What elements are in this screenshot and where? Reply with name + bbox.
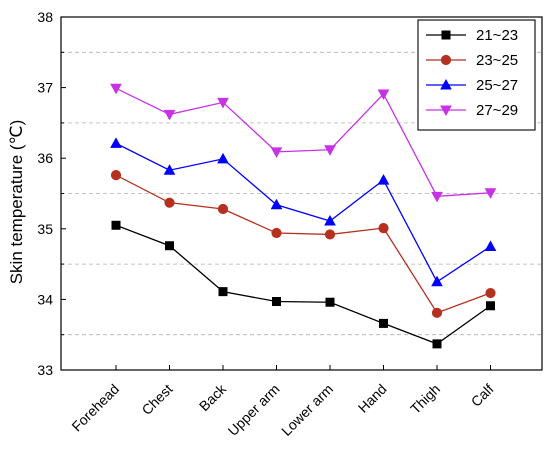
x-tick-label: Lower arm (278, 381, 336, 439)
data-point-circle (440, 54, 452, 66)
data-point-triangle-up (484, 240, 497, 251)
legend: 21~23 23~25 25~27 27~29 (417, 19, 536, 131)
legend-entry: 27~29 (426, 102, 518, 119)
data-point-triangle-down (163, 109, 176, 121)
series-line (115, 224, 491, 345)
data-point-square (272, 297, 281, 307)
legend-label: 27~29 (476, 102, 518, 119)
x-tick-label: Calf (468, 381, 497, 410)
data-point-circle (217, 203, 229, 215)
data-point-square (325, 297, 335, 307)
legend-entry: 25~27 (426, 77, 518, 94)
series-2 (110, 170, 496, 318)
y-tick-label: 34 (37, 291, 53, 307)
data-point-square (432, 339, 442, 349)
data-point-square (165, 241, 174, 251)
data-point-circle (378, 222, 389, 234)
data-point-square (218, 287, 228, 297)
data-point-square (486, 301, 495, 311)
legend-entry: 23~25 (426, 52, 518, 69)
series-line (115, 174, 491, 314)
y-tick-label: 38 (37, 9, 53, 25)
series-3 (110, 137, 497, 287)
data-point-triangle-up (440, 78, 452, 90)
x-tick-label: Hand (355, 381, 390, 416)
data-point-triangle-down (440, 105, 452, 117)
data-point-triangle-up (324, 215, 336, 226)
data-point-circle (485, 287, 496, 299)
y-axis-title: Skin temperature (℃) (7, 120, 26, 285)
series-layer (110, 83, 497, 349)
x-tick-label: Forehead (68, 381, 122, 435)
data-point-triangle-up (163, 164, 176, 175)
data-point-triangle-up (377, 174, 390, 185)
x-tick-label: Back (196, 380, 230, 414)
legend-box (417, 19, 536, 131)
data-point-triangle-up (270, 198, 283, 210)
data-point-triangle-down (110, 83, 122, 95)
data-point-square (111, 220, 121, 230)
data-point-triangle-up (431, 275, 443, 287)
data-point-triangle-down (484, 188, 497, 199)
data-point-circle (164, 197, 175, 208)
y-tick-label: 33 (37, 362, 53, 378)
series-line (115, 87, 491, 198)
legend-entry: 21~23 (426, 27, 518, 44)
series-4 (110, 83, 497, 203)
data-point-triangle-down (431, 191, 443, 203)
legend-label: 25~27 (476, 77, 518, 94)
series-line (115, 142, 491, 283)
data-point-square (379, 318, 388, 328)
data-point-triangle-down (377, 89, 390, 100)
x-tick-label: Upper arm (225, 381, 283, 439)
x-tick-label: Chest (138, 381, 175, 418)
data-point-circle (110, 170, 122, 181)
y-tick-label: 37 (37, 80, 53, 96)
legend-label: 23~25 (476, 52, 518, 69)
data-point-circle (271, 227, 282, 239)
series-1 (111, 220, 495, 349)
legend-label: 21~23 (476, 27, 518, 44)
y-tick-label: 35 (37, 221, 53, 237)
data-point-circle (324, 229, 336, 240)
data-point-square (441, 30, 451, 40)
data-point-triangle-up (110, 137, 122, 148)
data-point-triangle-down (324, 145, 336, 156)
x-tick-label: Thigh (407, 381, 443, 417)
y-tick-label: 36 (37, 150, 53, 166)
data-point-triangle-up (217, 152, 229, 164)
data-point-triangle-down (217, 97, 229, 109)
data-point-circle (431, 307, 443, 318)
data-point-triangle-down (270, 147, 283, 158)
